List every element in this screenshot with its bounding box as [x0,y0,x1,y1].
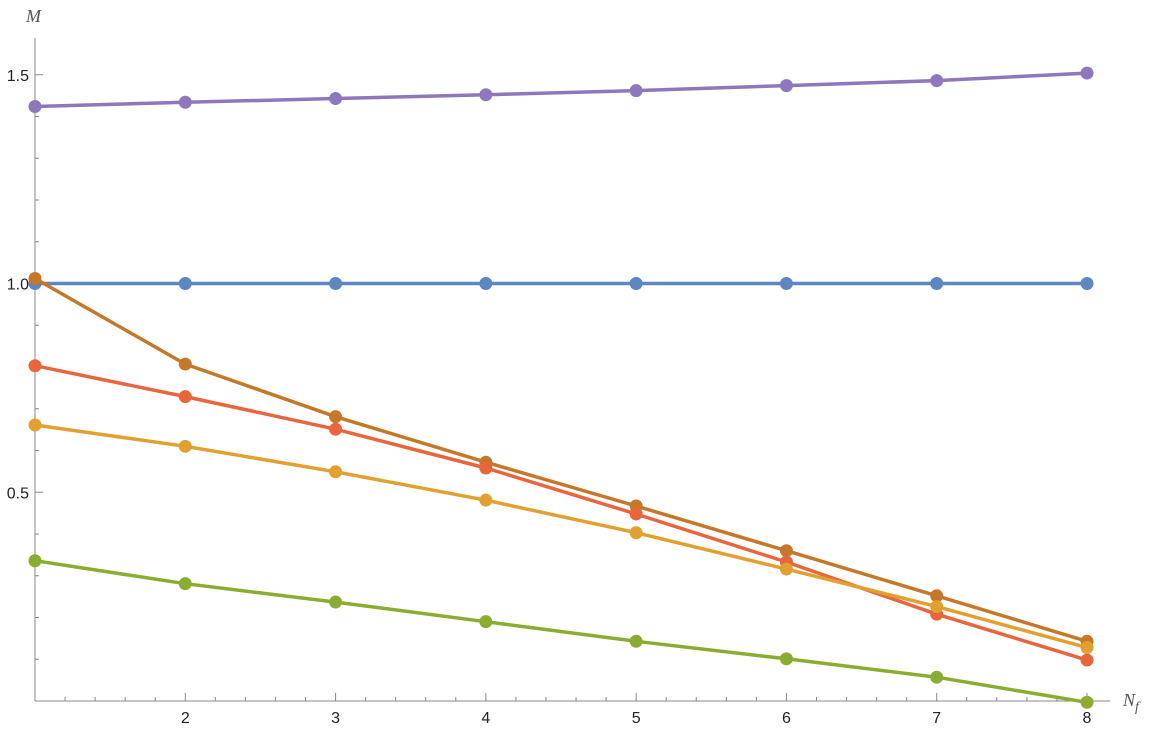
data-point [329,277,343,290]
data-point [629,507,643,521]
y-tick-label: 1.0 [7,277,29,294]
data-point [28,554,42,568]
data-point [178,95,192,109]
series-line [34,276,1088,643]
data-point [479,88,493,102]
data-point [930,277,944,290]
x-tick-label: 7 [932,710,941,727]
y-tick-label: 0.5 [7,485,29,502]
data-point [329,410,343,424]
x-axis-title-subscript: f [1135,700,1141,715]
data-point [178,277,192,290]
data-point [479,461,493,475]
data-point [779,544,793,558]
x-tick-label: 3 [331,710,340,727]
data-point [779,277,793,290]
data-point [479,277,493,290]
series-line [34,71,1088,109]
x-tick-label: 4 [481,710,490,727]
x-axis-title-main: N [1122,690,1136,710]
data-point [1080,653,1094,667]
data-point [779,562,793,576]
data-point [329,595,343,609]
series-6 [28,554,1094,709]
x-axis-title: Nf [1122,690,1141,715]
data-point [629,277,643,290]
series-line [34,423,1088,650]
data-point [329,92,343,106]
x-tick-label: 2 [181,710,190,727]
data-point [178,577,192,591]
series-2 [28,277,1094,290]
data-point [28,271,42,285]
data-point [479,493,493,507]
data-point [28,99,42,113]
data-point [930,600,944,614]
data-point [629,634,643,648]
ticks: 2 3 4 5 6 7 8 0.5 1.0 1.5 [7,68,1092,727]
series-group [28,66,1094,709]
series-3 [28,271,1094,648]
data-point [930,74,944,88]
data-point [28,418,42,432]
x-tick-label: 5 [632,710,641,727]
data-point [178,390,192,404]
data-point [629,84,643,98]
series-line [34,558,1088,705]
data-point [1080,641,1094,655]
data-point [329,465,343,479]
x-tick-label: 6 [782,710,791,727]
data-point [1080,695,1094,709]
x-tick-label: 8 [1083,710,1092,727]
data-point [779,79,793,93]
data-point [329,422,343,436]
data-point [779,652,793,666]
y-axis-title: M [25,6,42,26]
data-point [1080,277,1094,290]
data-point [178,439,192,453]
series-5 [28,418,1094,655]
series-line [34,363,1088,662]
data-point [930,670,944,684]
data-point [930,589,944,603]
data-point [178,357,192,371]
y-tick-label: 1.5 [7,68,29,85]
data-point [479,615,493,629]
series-1 [28,66,1094,113]
series-4 [28,359,1094,667]
data-point [629,526,643,540]
data-point [28,359,42,373]
data-point [1080,66,1094,80]
